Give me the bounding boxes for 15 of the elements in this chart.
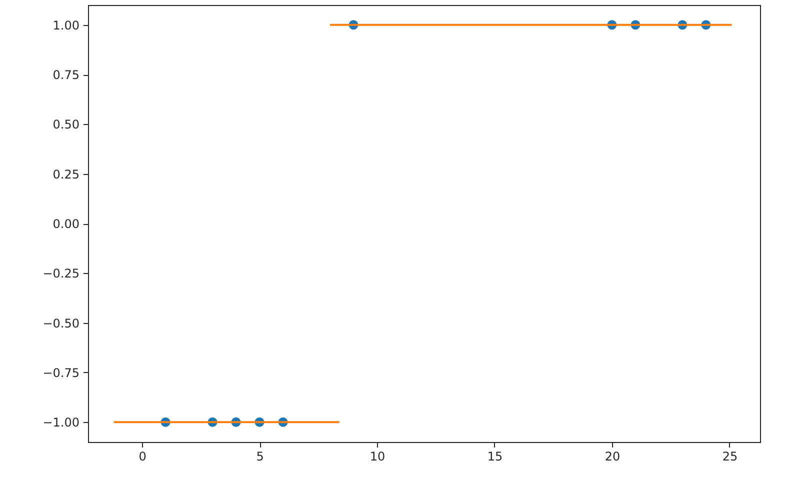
y-tick-label: −1.00 bbox=[42, 416, 80, 430]
y-tick-label: −0.25 bbox=[42, 266, 80, 281]
y-tick-label: 0.00 bbox=[52, 217, 80, 231]
x-tick-label: 15 bbox=[487, 450, 503, 464]
y-tick-label: 0.75 bbox=[52, 68, 80, 82]
y-tick-label: −0.50 bbox=[42, 316, 80, 330]
y-tick-label: 0.25 bbox=[52, 167, 80, 182]
x-tick-label: 0 bbox=[138, 450, 146, 464]
y-tick-label: 0.50 bbox=[52, 118, 80, 132]
x-tick-label: 10 bbox=[370, 450, 386, 464]
y-tick-label: −0.75 bbox=[42, 366, 80, 380]
x-tick-label: 25 bbox=[722, 450, 738, 464]
x-tick-label: 5 bbox=[256, 450, 264, 464]
x-tick-label: 20 bbox=[604, 450, 620, 464]
y-tick-label: 1.00 bbox=[52, 18, 80, 32]
